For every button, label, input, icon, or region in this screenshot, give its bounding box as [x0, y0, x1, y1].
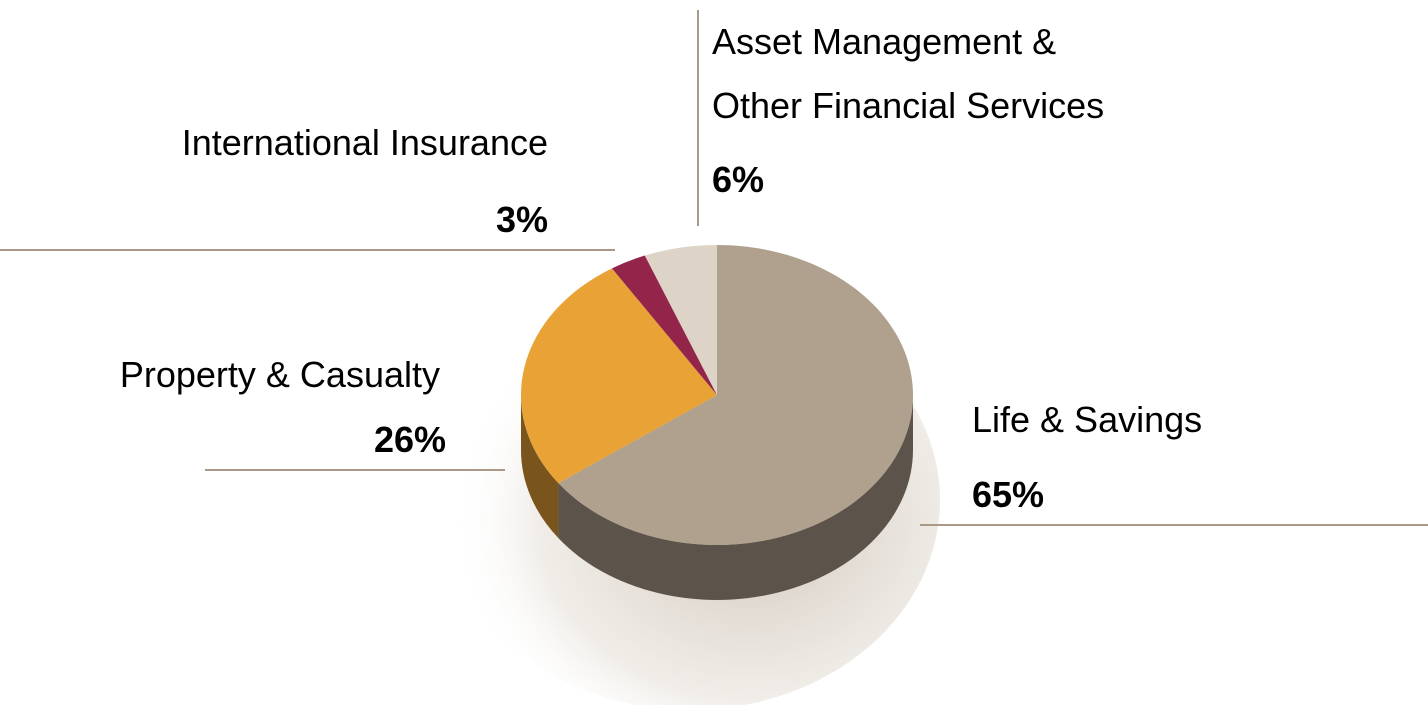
slice-label: International Insurance: [181, 122, 548, 163]
pie-slice: [644, 245, 717, 395]
slice-top: [558, 245, 913, 546]
slice-top: [611, 255, 717, 395]
slice-side: [558, 395, 913, 600]
slice-top: [644, 245, 717, 395]
pie-slice: [558, 245, 913, 600]
slice-top: [521, 268, 717, 484]
pie-slice: [521, 268, 717, 539]
slice-value-label: 65%: [972, 474, 1045, 515]
slice-side: [521, 395, 559, 539]
slice-value-label: 6%: [712, 159, 765, 200]
pie: [521, 245, 913, 600]
pie-slice: [611, 255, 717, 395]
slice-label: Life & Savings: [972, 399, 1203, 440]
slice-label: Property & Casualty: [119, 354, 440, 395]
slice-label: Asset Management & Other Financial Servi…: [712, 21, 1105, 126]
slice-value-label: 3%: [495, 199, 548, 240]
slice-value-label: 26%: [373, 419, 446, 460]
